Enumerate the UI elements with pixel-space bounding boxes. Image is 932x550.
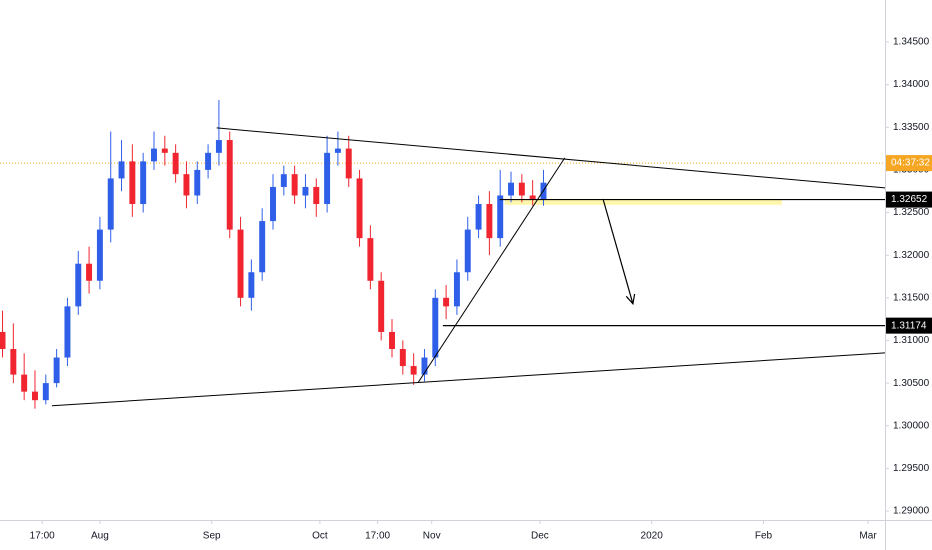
candle-body	[129, 161, 136, 205]
trendline	[51, 352, 886, 407]
candle-body	[324, 152, 331, 205]
candle-body	[259, 221, 266, 273]
y-tick-label: 1.34000	[893, 79, 930, 90]
support-zone	[504, 198, 782, 205]
candle-body	[10, 348, 17, 375]
candle-body	[75, 263, 82, 307]
candle-body	[42, 383, 49, 401]
y-tick-label: 1.31000	[893, 335, 930, 346]
candle-body	[215, 140, 222, 153]
x-tick-label: Feb	[755, 531, 773, 542]
y-tick-label: 1.33500	[893, 122, 930, 133]
candle-body	[161, 148, 168, 153]
y-tick-label: 1.32000	[893, 250, 930, 261]
candle-body	[497, 195, 504, 239]
candle-body	[280, 174, 287, 187]
candle-body	[151, 148, 157, 162]
x-tick-label: Aug	[91, 531, 109, 542]
trendline	[216, 127, 886, 189]
x-tick-label: 17:00	[30, 531, 55, 542]
x-tick-label: Nov	[423, 531, 441, 542]
x-tick-label: 17:00	[365, 531, 390, 542]
candle-body	[21, 374, 28, 392]
x-tick-label: Sep	[203, 531, 221, 542]
candle-body	[464, 229, 471, 273]
x-tick-label: Oct	[312, 531, 328, 542]
y-tick-label: 1.32500	[893, 207, 930, 218]
candle-body	[291, 174, 298, 196]
candle-body	[96, 229, 103, 281]
candle-body	[508, 182, 514, 196]
candle-body	[486, 204, 493, 239]
candle-body	[183, 174, 190, 196]
x-tick-label: Mar	[859, 531, 877, 542]
y-tick-label: 1.29500	[893, 463, 930, 474]
candle-body	[334, 148, 341, 153]
countdown-box	[886, 155, 932, 172]
y-tick-label: 1.29000	[893, 506, 930, 517]
candle-body	[140, 161, 147, 205]
candle-body	[86, 263, 93, 281]
x-tick-label: Dec	[531, 531, 549, 542]
candle-body	[313, 186, 320, 205]
price-label-box	[886, 191, 932, 208]
candle-body	[356, 178, 363, 239]
candle-body	[529, 195, 536, 200]
candle-body	[53, 357, 60, 384]
price-label: 1.32652	[891, 194, 928, 205]
candle-body	[432, 297, 439, 358]
candle-body	[107, 178, 114, 230]
y-tick-label: 1.30500	[893, 378, 930, 389]
candle-body	[410, 366, 417, 375]
candle-body	[64, 306, 71, 358]
candle-body	[302, 186, 309, 196]
y-tick-label: 1.34500	[893, 37, 930, 48]
candle-body	[226, 140, 233, 230]
candle-body	[367, 238, 374, 281]
trendline	[417, 157, 566, 384]
y-tick-label: 1.31500	[893, 292, 930, 303]
candle-body	[378, 280, 385, 332]
candle-body	[389, 331, 395, 349]
candle-body	[421, 357, 428, 375]
candle-body	[270, 186, 276, 222]
candle-body	[453, 272, 460, 307]
candle-body	[443, 297, 450, 307]
price-label-box	[886, 317, 932, 334]
candle-body	[172, 152, 179, 175]
arrow-head	[625, 293, 636, 306]
candle-body	[205, 152, 212, 170]
candle-body	[399, 348, 406, 367]
countdown-label: 04:37:32	[891, 158, 930, 169]
candle-body	[32, 391, 38, 401]
x-tick-label: 2020	[641, 531, 664, 542]
candle-body	[237, 229, 244, 298]
price-label: 1.31174	[891, 320, 927, 331]
candle-body	[248, 272, 255, 298]
y-tick-label: 1.30000	[893, 420, 930, 431]
candle-body	[0, 331, 6, 349]
candle-body	[194, 169, 201, 196]
arrow-shaft	[602, 198, 634, 304]
candle-body	[475, 204, 482, 230]
candle-body	[118, 161, 125, 179]
candle-body	[345, 148, 352, 179]
candle-body	[518, 182, 525, 196]
